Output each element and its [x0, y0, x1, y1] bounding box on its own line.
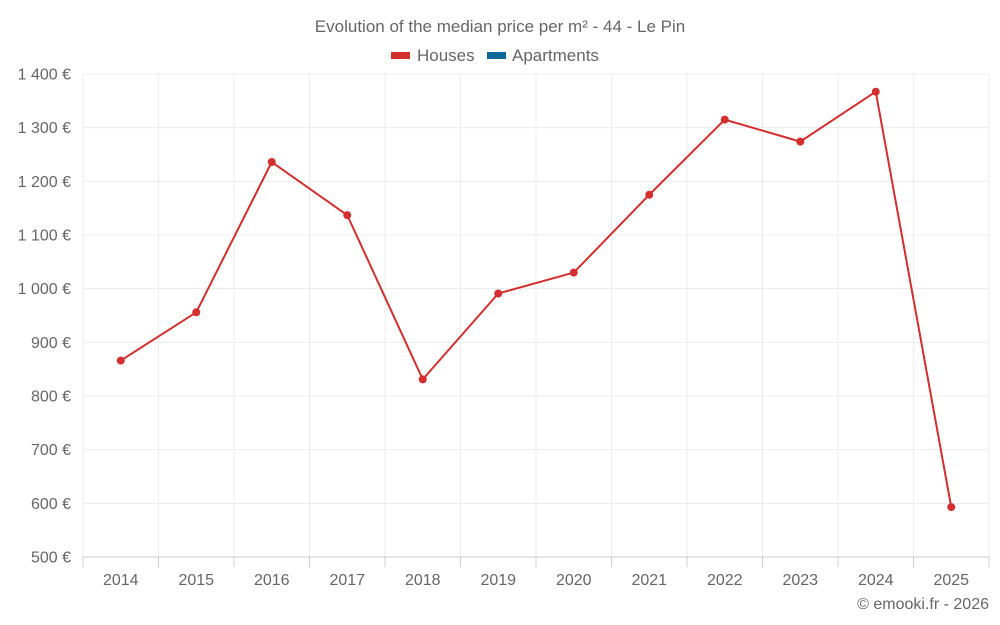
data-point[interactable]: [871, 87, 880, 96]
x-tick-label: 2022: [707, 572, 743, 589]
x-tick-label: 2024: [858, 572, 894, 589]
y-tick-label: 900 €: [31, 335, 71, 352]
x-tick-label: 2014: [103, 572, 139, 589]
legend: Houses Apartments: [391, 46, 599, 65]
x-tick-label: 2016: [254, 572, 290, 589]
y-tick-label: 1 200 €: [18, 174, 71, 191]
y-tick-label: 600 €: [31, 496, 71, 513]
legend-houses-swatch[interactable]: [391, 52, 410, 59]
x-tick-label: 2025: [933, 572, 969, 589]
x-tick-label: 2023: [782, 572, 818, 589]
data-point[interactable]: [267, 158, 276, 167]
x-tick-label: 2019: [480, 572, 516, 589]
axes: 500 € 600 € 700 € 800 € 900 € 1 000 € 1 100 € 1…: [18, 67, 990, 589]
chart-title: Evolution of the median price per m² - 4…: [315, 17, 685, 36]
y-tick-label: 1 400 €: [18, 67, 71, 84]
x-tick-label: 2018: [405, 572, 441, 589]
data-point[interactable]: [569, 268, 578, 277]
legend-houses-label[interactable]: Houses: [417, 46, 475, 65]
x-tick-label: 2021: [631, 572, 667, 589]
data-point[interactable]: [494, 289, 503, 298]
data-point[interactable]: [116, 356, 125, 365]
legend-apartments-swatch[interactable]: [487, 52, 506, 59]
data-point[interactable]: [947, 503, 956, 512]
x-tick-label: 2015: [178, 572, 214, 589]
data-point[interactable]: [418, 375, 427, 384]
data-point[interactable]: [796, 137, 805, 146]
grid: [82, 73, 990, 557]
y-tick-label: 500 €: [31, 550, 71, 567]
data-point[interactable]: [645, 190, 654, 199]
series-layer: [116, 87, 956, 512]
data-point[interactable]: [720, 115, 729, 124]
data-point[interactable]: [192, 308, 201, 317]
x-tick-label: 2020: [556, 572, 592, 589]
credit-text: © emooki.fr - 2026: [857, 596, 989, 613]
data-point[interactable]: [343, 211, 352, 220]
y-tick-label: 700 €: [31, 442, 71, 459]
series-line-houses: [119, 90, 953, 509]
y-tick-label: 800 €: [31, 389, 71, 406]
legend-apartments-label[interactable]: Apartments: [512, 46, 599, 65]
y-tick-label: 1 000 €: [18, 281, 71, 298]
y-tick-label: 1 300 €: [18, 120, 71, 137]
x-tick-label: 2017: [329, 572, 365, 589]
y-tick-label: 1 100 €: [18, 228, 71, 245]
